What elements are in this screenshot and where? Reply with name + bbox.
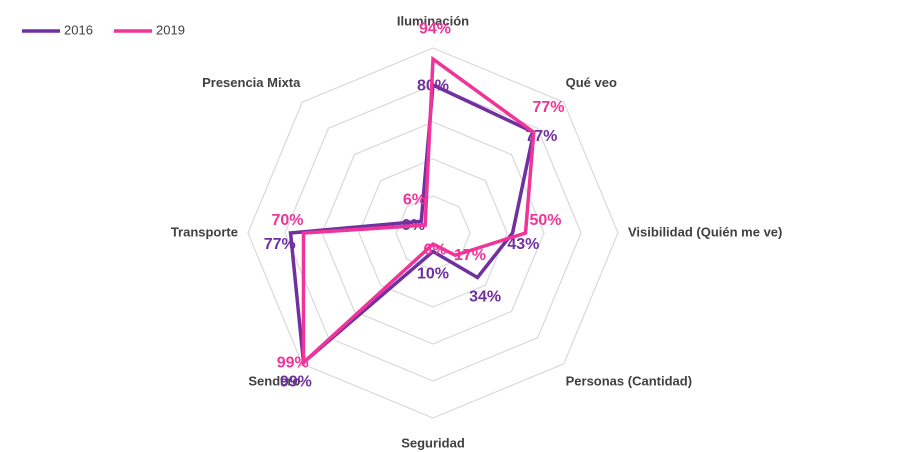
category-label: Visibilidad (Quién me ve) [628, 224, 782, 239]
grid-ring [284, 84, 582, 382]
category-label: Iluminación [397, 13, 469, 28]
value-label: 6% [403, 192, 426, 209]
value-label: 50% [529, 212, 561, 229]
value-label: 99% [277, 354, 309, 371]
value-label: 77% [532, 99, 564, 116]
category-label: Presencia Mixta [202, 75, 301, 90]
series-line [288, 82, 536, 367]
category-label: Personas (Cantidad) [566, 374, 692, 389]
value-label: 17% [454, 247, 486, 264]
value-label: 94% [419, 20, 451, 37]
grid-ring [247, 47, 619, 419]
category-label: Transporte [171, 224, 238, 239]
value-label: 43% [507, 236, 539, 253]
value-label: 34% [469, 288, 501, 305]
category-label: Seguridad [401, 435, 465, 450]
grid-ring [395, 195, 471, 271]
legend-label: 2016 [64, 22, 93, 37]
value-label: 77% [264, 236, 296, 253]
category-label: Sendero [248, 374, 300, 389]
series-line [301, 55, 536, 367]
value-label: 6% [423, 241, 446, 258]
category-label: Qué veo [566, 75, 617, 90]
value-label: 70% [271, 212, 303, 229]
value-label: 10% [417, 266, 449, 283]
value-label: 99% [280, 373, 312, 390]
legend-label: 2019 [156, 22, 185, 37]
grid-ring [358, 158, 508, 308]
